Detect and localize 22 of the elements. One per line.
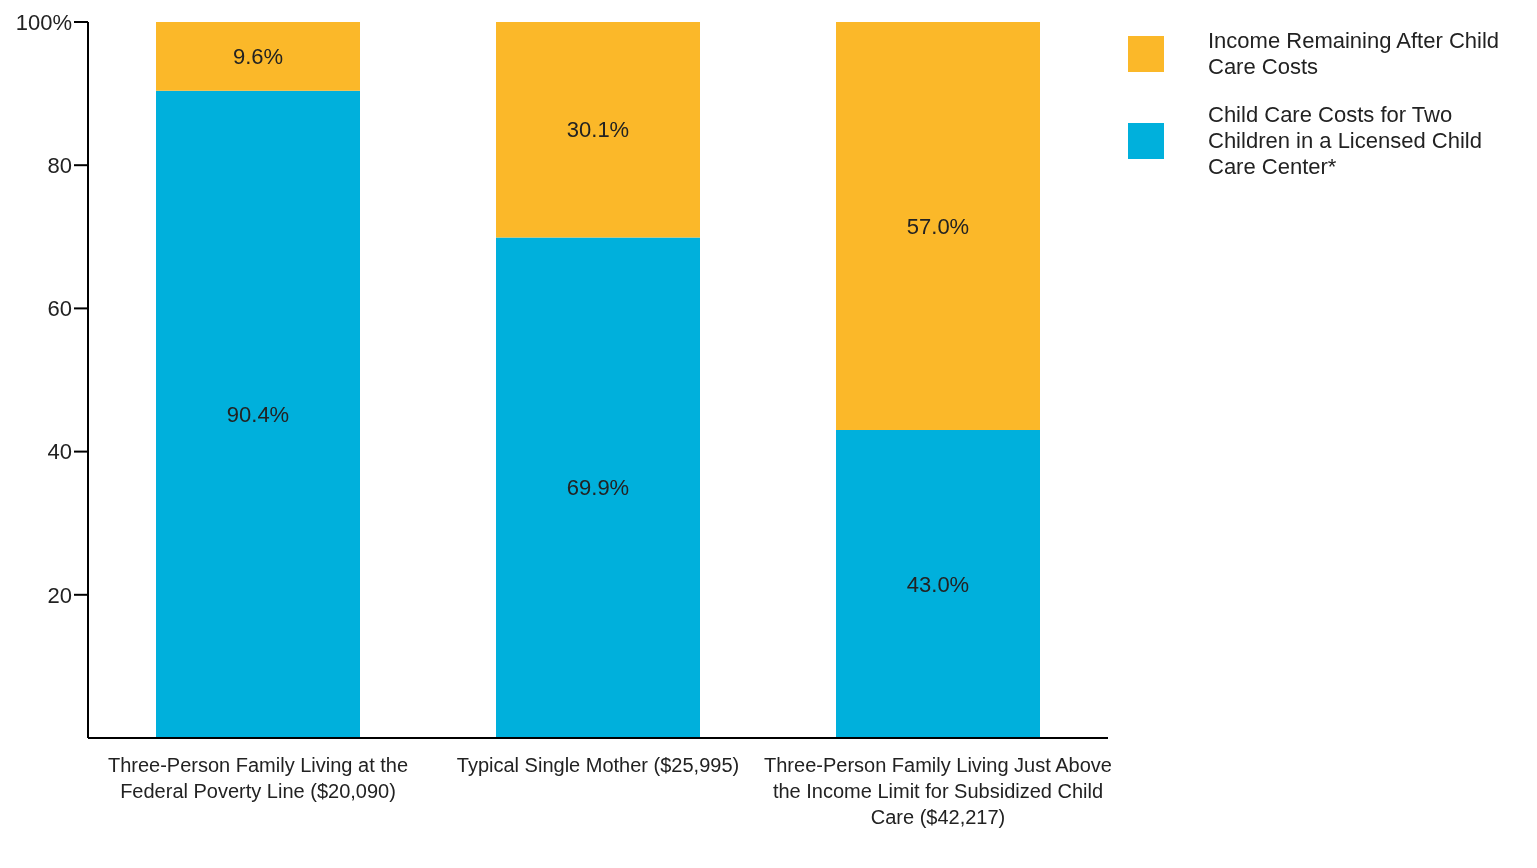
legend-label: Child Care Costs for Two Children in a Licensed Child Care Center* — [1208, 102, 1483, 180]
data-label: 69.9% — [566, 475, 630, 501]
y-tick-label: 20 — [47, 582, 72, 608]
bar — [836, 430, 1040, 738]
x-tick-label: Three-Person Family Living Just Above the Income Limit for Subsidized Child Care ($42,217) — [764, 754, 1112, 828]
bar — [836, 22, 1040, 431]
bar — [496, 237, 700, 738]
x-tick-label: Typical Single Mother ($25,995) — [456, 754, 740, 776]
y-tick-label: 40 — [47, 439, 72, 465]
data-label: 90.4% — [226, 401, 290, 427]
data-label: 57.0% — [906, 213, 970, 239]
bar — [156, 90, 360, 738]
data-label: 30.1% — [566, 117, 630, 143]
y-tick-label: 80 — [47, 153, 72, 179]
x-tick-label: Three-Person Family Living at the Federal Poverty Line ($20,090) — [107, 754, 409, 802]
y-tick-label: 60 — [47, 296, 72, 322]
data-label: 43.0% — [906, 571, 970, 597]
bar — [156, 22, 360, 91]
y-tick-label: 100% — [15, 9, 72, 35]
data-label: 9.6% — [232, 43, 284, 69]
legend-label: Income Remaining After Child Care Costs — [1208, 28, 1501, 80]
bar — [496, 22, 700, 238]
